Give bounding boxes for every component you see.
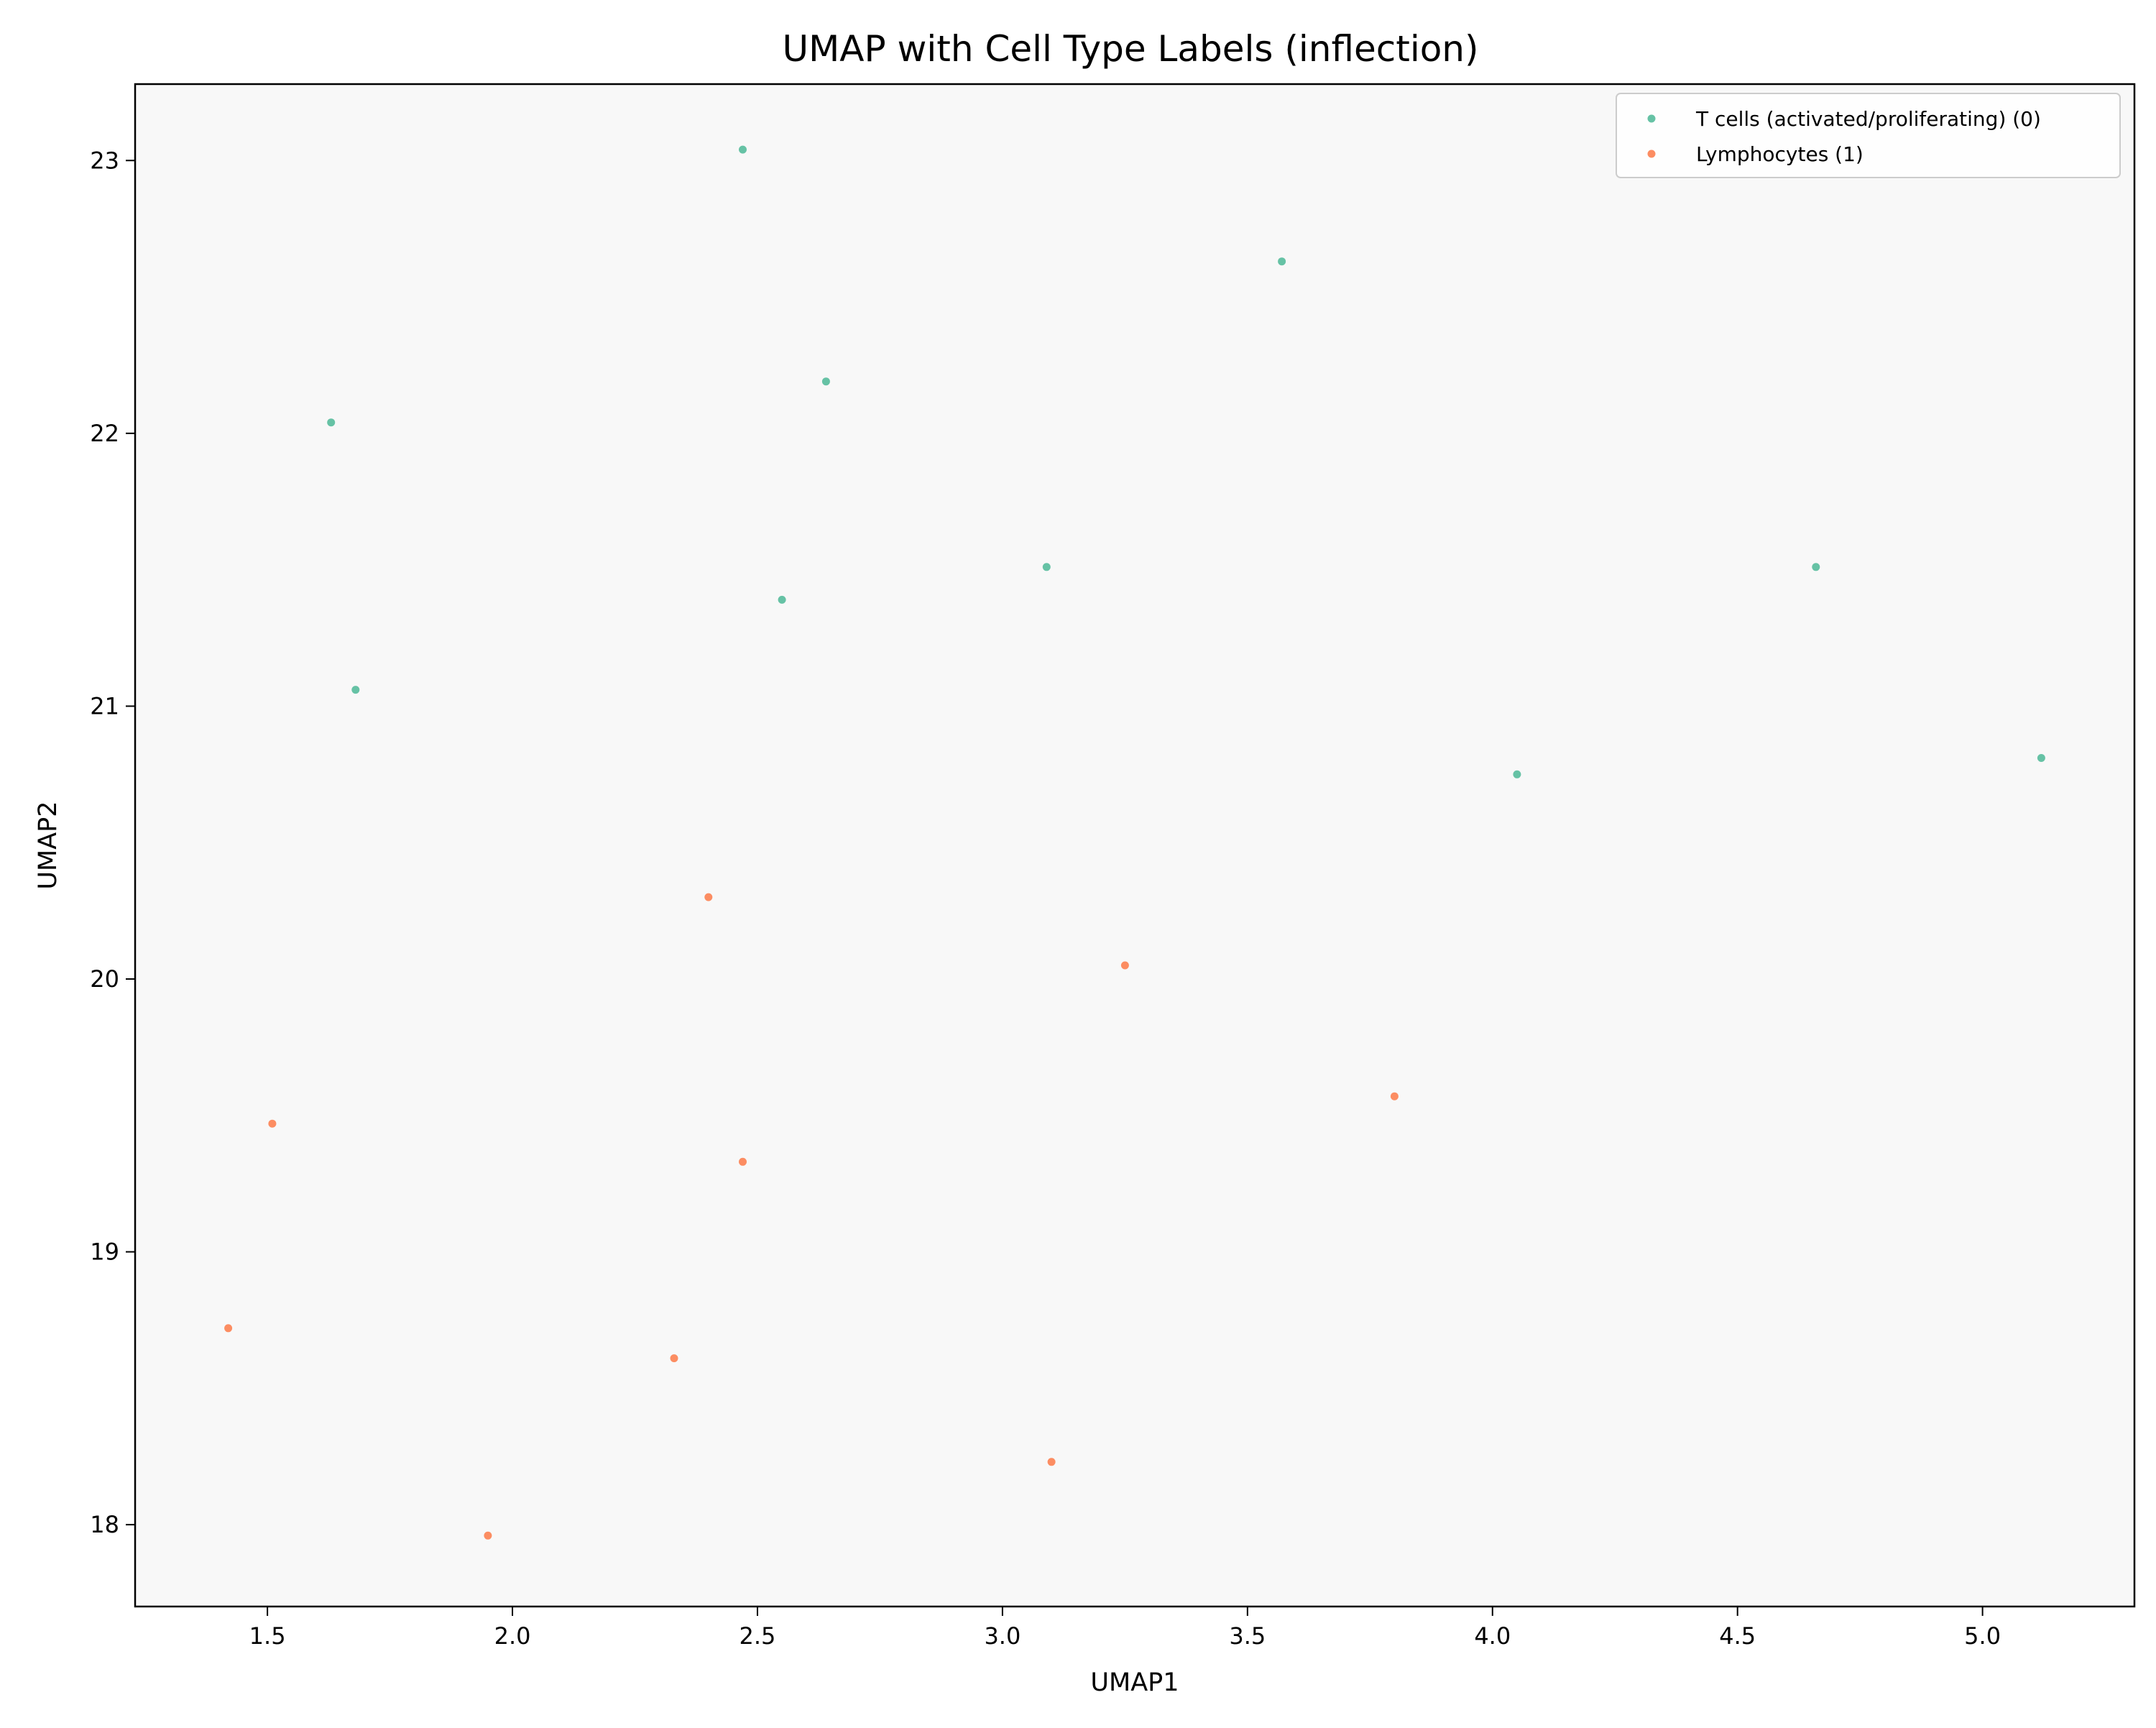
lymphocyte-point <box>1390 1092 1399 1100</box>
lymphocyte-point <box>670 1354 678 1363</box>
t-cell-point <box>351 686 360 694</box>
y-tick-label: 19 <box>90 1238 119 1266</box>
t-cell-point <box>1812 563 1820 571</box>
lymphocyte-point <box>1120 961 1129 970</box>
plot-area <box>135 84 2134 1607</box>
y-axis-ticks: 18 19 20 21 22 23 <box>90 147 135 1538</box>
chart-title: UMAP with Cell Type Labels (inflection) <box>783 28 1479 70</box>
legend-box <box>1616 93 2121 178</box>
x-tick-label: 3.0 <box>984 1622 1021 1650</box>
legend-marker-lymphocytes <box>1647 150 1656 158</box>
lymphocyte-point <box>484 1531 492 1540</box>
y-tick-label: 18 <box>90 1511 119 1538</box>
t-cell-point <box>1278 257 1286 266</box>
x-tick-label: 2.5 <box>740 1622 776 1650</box>
x-tick-label: 1.5 <box>249 1622 286 1650</box>
y-tick-label: 21 <box>90 692 119 720</box>
t-cell-point <box>2037 754 2045 762</box>
x-tick-label: 4.5 <box>1719 1622 1756 1650</box>
x-axis-ticks: 1.5 2.0 2.5 3.0 3.5 4.0 4.5 5.0 <box>249 1607 2001 1650</box>
y-tick-label: 22 <box>90 420 119 447</box>
lymphocyte-point <box>1047 1458 1056 1466</box>
lymphocyte-point <box>224 1324 233 1333</box>
legend-label-lymphocytes: Lymphocytes (1) <box>1696 142 1864 166</box>
t-cell-point <box>1513 770 1521 778</box>
y-tick-label: 20 <box>90 965 119 993</box>
t-cell-point <box>327 418 336 427</box>
x-tick-label: 3.5 <box>1229 1622 1266 1650</box>
y-tick-label: 23 <box>90 147 119 174</box>
legend-label-t-cells: T cells (activated/proliferating) (0) <box>1695 107 2041 131</box>
legend: T cells (activated/proliferating) (0) Ly… <box>1616 93 2121 178</box>
t-cell-point <box>1042 563 1051 571</box>
x-tick-label: 4.0 <box>1474 1622 1511 1650</box>
plot-frame <box>134 83 2136 1608</box>
lymphocyte-point <box>268 1119 277 1128</box>
lymphocyte-point <box>739 1157 747 1166</box>
x-axis-label: UMAP1 <box>1090 1668 1179 1697</box>
data-points <box>224 145 2045 1540</box>
y-axis-label: UMAP2 <box>34 801 63 889</box>
t-cell-point <box>739 145 747 154</box>
x-tick-label: 5.0 <box>1964 1622 2001 1650</box>
t-cell-point <box>821 377 830 386</box>
lymphocyte-point <box>704 893 713 901</box>
t-cell-point <box>778 595 786 604</box>
legend-marker-t-cells <box>1647 114 1656 123</box>
x-tick-label: 2.0 <box>494 1622 531 1650</box>
